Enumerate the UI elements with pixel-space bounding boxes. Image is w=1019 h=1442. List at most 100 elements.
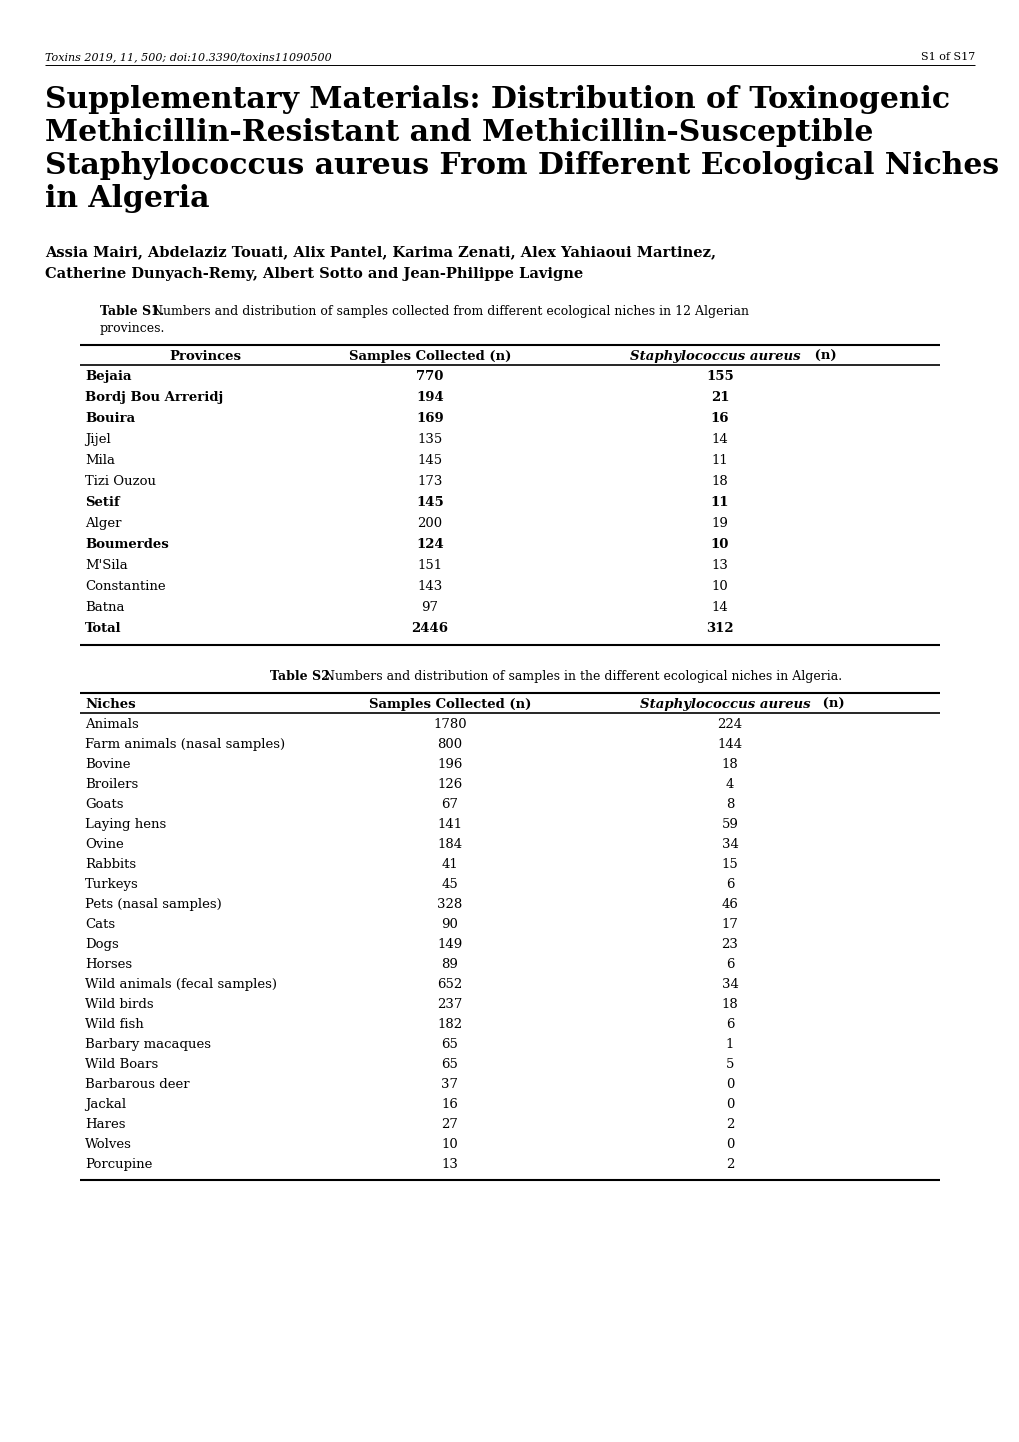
- Text: Turkeys: Turkeys: [85, 878, 139, 891]
- Text: Methicillin-Resistant and Methicillin-Susceptible: Methicillin-Resistant and Methicillin-Su…: [45, 118, 872, 147]
- Text: 1: 1: [726, 1038, 734, 1051]
- Text: 97: 97: [421, 601, 438, 614]
- Text: Jackal: Jackal: [85, 1097, 126, 1110]
- Text: 149: 149: [437, 937, 463, 952]
- Text: 13: 13: [441, 1158, 458, 1171]
- Text: Wild animals (fecal samples): Wild animals (fecal samples): [85, 978, 277, 991]
- Text: 224: 224: [716, 718, 742, 731]
- Text: Total: Total: [85, 622, 121, 634]
- Text: Provinces: Provinces: [169, 350, 240, 363]
- Text: Table S1.: Table S1.: [100, 306, 164, 319]
- Text: 18: 18: [711, 474, 728, 487]
- Text: 169: 169: [416, 412, 443, 425]
- Text: 59: 59: [720, 818, 738, 831]
- Text: 126: 126: [437, 779, 463, 792]
- Text: 124: 124: [416, 538, 443, 551]
- Text: Animals: Animals: [85, 718, 139, 731]
- Text: 19: 19: [711, 518, 728, 531]
- Text: 17: 17: [720, 919, 738, 932]
- Text: 16: 16: [710, 412, 729, 425]
- Text: 21: 21: [710, 391, 729, 404]
- Text: 237: 237: [437, 998, 463, 1011]
- Text: 4: 4: [726, 779, 734, 792]
- Text: Boumerdes: Boumerdes: [85, 538, 168, 551]
- Text: 312: 312: [705, 622, 733, 634]
- Text: S1 of S17: S1 of S17: [920, 52, 974, 62]
- Text: 2: 2: [726, 1118, 734, 1131]
- Text: 0: 0: [726, 1097, 734, 1110]
- Text: 23: 23: [720, 937, 738, 952]
- Text: 141: 141: [437, 818, 462, 831]
- Text: 652: 652: [437, 978, 463, 991]
- Text: 173: 173: [417, 474, 442, 487]
- Text: Alger: Alger: [85, 518, 121, 531]
- Text: 6: 6: [726, 878, 734, 891]
- Text: Hares: Hares: [85, 1118, 125, 1131]
- Text: Numbers and distribution of samples in the different ecological niches in Algeri: Numbers and distribution of samples in t…: [320, 671, 842, 684]
- Text: Horses: Horses: [85, 957, 132, 970]
- Text: Barbary macaques: Barbary macaques: [85, 1038, 211, 1051]
- Text: Bejaia: Bejaia: [85, 371, 131, 384]
- Text: Cats: Cats: [85, 919, 115, 932]
- Text: Bouira: Bouira: [85, 412, 135, 425]
- Text: 184: 184: [437, 838, 462, 851]
- Text: 196: 196: [437, 758, 463, 771]
- Text: Porcupine: Porcupine: [85, 1158, 152, 1171]
- Text: Goats: Goats: [85, 797, 123, 810]
- Text: 6: 6: [726, 1018, 734, 1031]
- Text: Assia Mairi, Abdelaziz Touati, Alix Pantel, Karima Zenati, Alex Yahiaoui Martine: Assia Mairi, Abdelaziz Touati, Alix Pant…: [45, 245, 715, 260]
- Text: Broilers: Broilers: [85, 779, 139, 792]
- Text: Wild birds: Wild birds: [85, 998, 154, 1011]
- Text: 143: 143: [417, 580, 442, 593]
- Text: Toxins 2019, 11, 500; doi:10.3390/toxins11090500: Toxins 2019, 11, 500; doi:10.3390/toxins…: [45, 52, 331, 62]
- Text: Samples Collected (n): Samples Collected (n): [348, 350, 511, 363]
- Text: 11: 11: [711, 454, 728, 467]
- Text: Batna: Batna: [85, 601, 124, 614]
- Text: 41: 41: [441, 858, 458, 871]
- Text: 144: 144: [716, 738, 742, 751]
- Text: 155: 155: [705, 371, 733, 384]
- Text: 6: 6: [726, 957, 734, 970]
- Text: Table S2.: Table S2.: [270, 671, 334, 684]
- Text: Wolves: Wolves: [85, 1138, 131, 1151]
- Text: Samples Collected (n): Samples Collected (n): [369, 698, 531, 711]
- Text: 14: 14: [711, 433, 728, 446]
- Text: 2446: 2446: [411, 622, 448, 634]
- Text: 151: 151: [417, 559, 442, 572]
- Text: Catherine Dunyach-Remy, Albert Sotto and Jean-Philippe Lavigne: Catherine Dunyach-Remy, Albert Sotto and…: [45, 267, 583, 281]
- Text: 37: 37: [441, 1079, 459, 1092]
- Text: 5: 5: [726, 1058, 734, 1071]
- Text: Rabbits: Rabbits: [85, 858, 136, 871]
- Text: 10: 10: [710, 538, 729, 551]
- Text: M'Sila: M'Sila: [85, 559, 127, 572]
- Text: Laying hens: Laying hens: [85, 818, 166, 831]
- Text: Bovine: Bovine: [85, 758, 130, 771]
- Text: Dogs: Dogs: [85, 937, 118, 952]
- Text: 145: 145: [417, 454, 442, 467]
- Text: Numbers and distribution of samples collected from different ecological niches i: Numbers and distribution of samples coll…: [148, 306, 748, 319]
- Text: 145: 145: [416, 496, 443, 509]
- Text: Niches: Niches: [85, 698, 136, 711]
- Text: 200: 200: [417, 518, 442, 531]
- Text: 34: 34: [720, 978, 738, 991]
- Text: provinces.: provinces.: [100, 322, 165, 335]
- Text: Barbarous deer: Barbarous deer: [85, 1079, 190, 1092]
- Text: Wild Boars: Wild Boars: [85, 1058, 158, 1071]
- Text: 10: 10: [711, 580, 728, 593]
- Text: 65: 65: [441, 1058, 458, 1071]
- Text: 770: 770: [416, 371, 443, 384]
- Text: 14: 14: [711, 601, 728, 614]
- Text: Pets (nasal samples): Pets (nasal samples): [85, 898, 221, 911]
- Text: 11: 11: [710, 496, 729, 509]
- Text: 27: 27: [441, 1118, 458, 1131]
- Text: 45: 45: [441, 878, 458, 891]
- Text: 89: 89: [441, 957, 458, 970]
- Text: Staphylococcus aureus: Staphylococcus aureus: [629, 350, 800, 363]
- Text: (n): (n): [809, 350, 836, 363]
- Text: 90: 90: [441, 919, 458, 932]
- Text: Supplementary Materials: Distribution of Toxinogenic: Supplementary Materials: Distribution of…: [45, 85, 949, 114]
- Text: Staphylococcus aureus From Different Ecological Niches: Staphylococcus aureus From Different Eco…: [45, 151, 999, 180]
- Text: 328: 328: [437, 898, 463, 911]
- Text: 67: 67: [441, 797, 459, 810]
- Text: Farm animals (nasal samples): Farm animals (nasal samples): [85, 738, 285, 751]
